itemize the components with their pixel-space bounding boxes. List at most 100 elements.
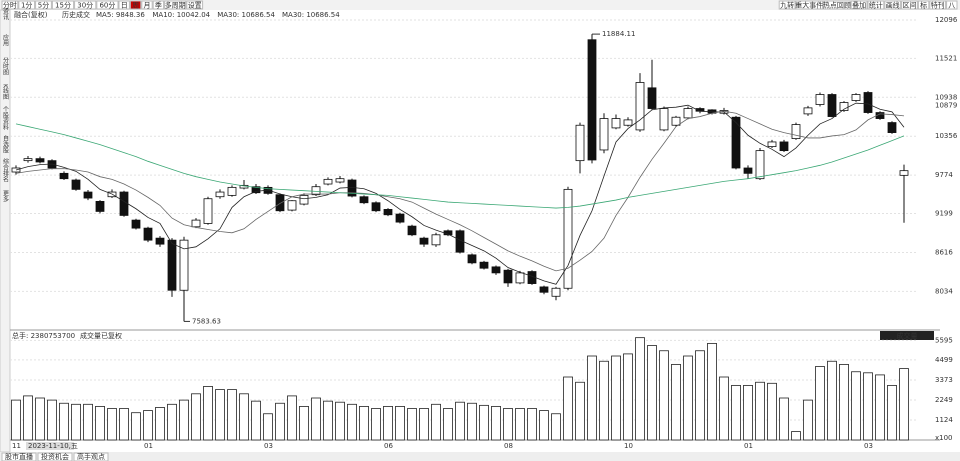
- tool-label[interactable]: 八: [948, 2, 955, 10]
- period-button[interactable]: [152, 0, 165, 10]
- tool-label[interactable]: 标: [920, 1, 927, 10]
- volume-bar: [455, 401, 465, 441]
- candle-body: [383, 209, 393, 216]
- candle-body: [779, 141, 789, 152]
- volume-bar: [107, 408, 117, 441]
- volume-bar: [155, 407, 165, 441]
- candle-body: [647, 87, 657, 109]
- tool-button[interactable]: [867, 0, 885, 10]
- volume-bar: [179, 399, 189, 441]
- volume-bar: [71, 403, 81, 441]
- period-button[interactable]: [1, 0, 19, 10]
- volume-button[interactable]: 成交量: [897, 331, 918, 340]
- tool-button[interactable]: [917, 0, 930, 10]
- period-button[interactable]: [96, 0, 119, 10]
- sidebar-item[interactable]: 个股资料: [2, 106, 9, 131]
- volume-bar: [815, 366, 825, 441]
- candle-body: [395, 213, 405, 223]
- period-button[interactable]: [35, 0, 52, 10]
- tool-button[interactable]: [778, 0, 796, 10]
- period-label[interactable]: 季: [155, 1, 162, 10]
- candle-body: [179, 239, 189, 291]
- tool-button[interactable]: [850, 0, 868, 10]
- sidebar-item[interactable]: 资讯: [2, 7, 9, 21]
- volume-bar: [611, 355, 621, 441]
- period-button[interactable]: [51, 0, 75, 10]
- volume-bar: [515, 408, 525, 441]
- tool-label[interactable]: 重大事件: [795, 1, 823, 10]
- period-button[interactable]: [118, 0, 130, 10]
- tool-label[interactable]: 区间: [903, 2, 917, 10]
- bottom-tab-label[interactable]: 高手观点: [77, 452, 105, 461]
- period-label[interactable]: 设置: [188, 1, 202, 10]
- period-label[interactable]: 15分: [55, 1, 71, 10]
- bottom-bar: [0, 452, 960, 461]
- volume-bar: [191, 393, 201, 441]
- sidebar-item[interactable]: K线图: [2, 84, 9, 101]
- ma-line: [15, 102, 905, 285]
- tool-label[interactable]: 特刊: [931, 1, 945, 10]
- period-label[interactable]: 多周期: [165, 1, 186, 10]
- tool-label[interactable]: 九转: [780, 1, 794, 10]
- tool-button[interactable]: [929, 0, 947, 10]
- period-button[interactable]: [129, 0, 142, 10]
- volume-bar: [503, 408, 513, 441]
- candle-body: [95, 200, 105, 212]
- period-label[interactable]: 日: [121, 2, 128, 10]
- volume-bar: [623, 353, 633, 441]
- candle-body: [83, 191, 93, 199]
- volume-bar: [215, 389, 225, 441]
- tool-label[interactable]: 叠加: [852, 1, 866, 10]
- sidebar-item[interactable]: 应用: [2, 33, 9, 47]
- period-button[interactable]: [18, 0, 36, 10]
- tool-button[interactable]: [901, 0, 918, 10]
- bottom-tab[interactable]: [73, 452, 109, 461]
- bottom-tab-label[interactable]: 投资机会: [41, 452, 69, 461]
- period-label[interactable]: 5分: [38, 1, 49, 10]
- volume-bar: [275, 402, 285, 441]
- period-button[interactable]: [141, 0, 153, 10]
- period-button[interactable]: [74, 0, 97, 10]
- period-button[interactable]: [186, 0, 204, 10]
- volume-button-bg[interactable]: [880, 331, 934, 340]
- bottom-tab-label[interactable]: 股市直播: [5, 452, 33, 461]
- tool-button[interactable]: [823, 0, 851, 10]
- candle-body: [515, 272, 525, 284]
- volume-bar: [575, 381, 585, 441]
- y-tick-label: 8034: [935, 287, 953, 295]
- period-label[interactable]: 月: [144, 2, 151, 10]
- period-label[interactable]: 60分: [99, 1, 115, 10]
- tool-button[interactable]: [884, 0, 902, 10]
- volume-tick-label: 5595: [935, 336, 953, 344]
- period-label[interactable]: 分时: [3, 1, 17, 10]
- volume-bar: [263, 413, 273, 441]
- sidebar-bg: [0, 9, 11, 453]
- candle-body: [479, 261, 489, 269]
- volume-bar: [143, 410, 153, 441]
- tool-button[interactable]: [795, 0, 824, 10]
- x-tick-label: 11: [12, 442, 21, 450]
- bottom-tab[interactable]: [1, 452, 37, 461]
- bottom-tab[interactable]: [37, 452, 73, 461]
- tool-label[interactable]: 热点回顾: [823, 1, 851, 10]
- sidebar-item[interactable]: 分时图: [2, 56, 9, 76]
- sidebar-item[interactable]: 自选股: [2, 134, 9, 154]
- tool-label[interactable]: 画线: [886, 1, 900, 10]
- period-label[interactable]: 周: [132, 2, 139, 10]
- volume-bar: [587, 355, 597, 441]
- volume-bar: [719, 376, 729, 441]
- tool-button[interactable]: [946, 0, 958, 10]
- legend-item: 历史成交: [62, 10, 90, 19]
- volume-bar: [359, 405, 369, 441]
- volume-bar: [839, 363, 849, 441]
- period-label[interactable]: 30分: [77, 1, 93, 10]
- period-button[interactable]: [164, 0, 187, 10]
- candle-body: [731, 116, 741, 169]
- candle-body: [35, 158, 45, 163]
- sidebar-item[interactable]: 更多: [2, 190, 9, 203]
- period-label[interactable]: 1分: [21, 1, 32, 10]
- sidebar-item[interactable]: 综合排名: [2, 157, 9, 183]
- legend-item: 融合(复权): [14, 10, 48, 19]
- tool-label[interactable]: 统计: [869, 1, 883, 10]
